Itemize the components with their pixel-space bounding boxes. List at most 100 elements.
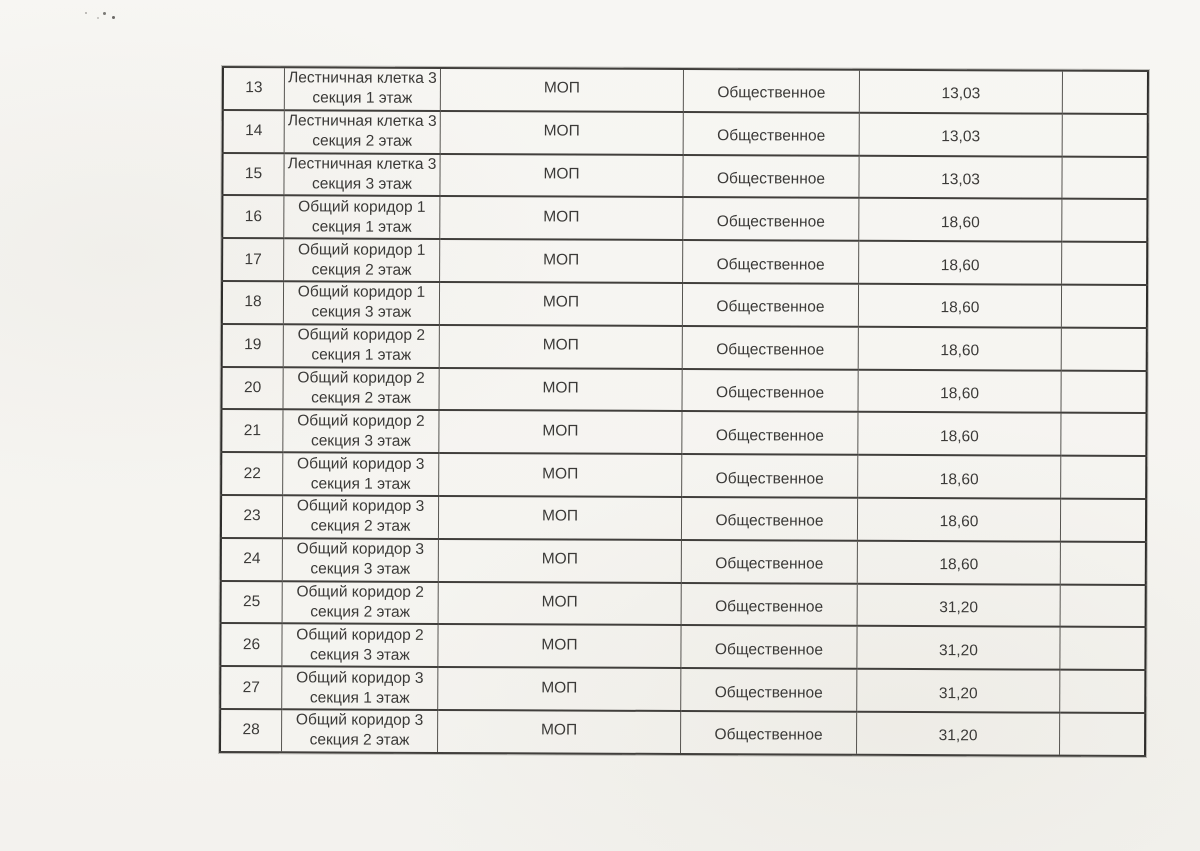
- dust-speck: [97, 17, 99, 19]
- usage-category: Общественное: [716, 255, 825, 274]
- note-cell: [1061, 199, 1148, 243]
- area-value-cell: 13,03: [859, 69, 1063, 114]
- area-value: 31,20: [938, 727, 978, 745]
- premises-location: секция 1 этаж: [312, 89, 413, 108]
- table-row: 22 Общий коридор 3 секция 1 этаж МОП Общ…: [221, 452, 1147, 500]
- usage-category: Общественное: [715, 469, 824, 488]
- premises-name-cell: Общий коридор 2 секция 2 этаж: [282, 580, 439, 625]
- table-row: 26 Общий коридор 2 секция 3 этаж МОП Общ…: [220, 623, 1146, 671]
- area-value: 18,60: [940, 213, 980, 232]
- area-value: 18,60: [939, 427, 979, 446]
- note-cell: [1060, 498, 1147, 542]
- row-number-cell: 15: [222, 152, 285, 196]
- premises-type: МОП: [543, 79, 580, 97]
- row-number-cell: 14: [222, 109, 285, 153]
- premises-type: МОП: [541, 550, 578, 568]
- premises-location: секция 2 этаж: [310, 517, 411, 536]
- area-value: 31,20: [938, 684, 978, 702]
- premises-name-cell: Лестничная клетка 3 секция 3 этаж: [283, 152, 441, 197]
- premises-type: МОП: [543, 250, 580, 269]
- area-value: 18,60: [940, 299, 980, 317]
- premises-type: МОП: [541, 678, 578, 697]
- premises-type-cell: МОП: [440, 110, 684, 155]
- usage-category-cell: Общественное: [683, 69, 860, 113]
- premises-type-cell: МОП: [438, 453, 682, 497]
- premises-areas-table-body: 13 Лестничная клетка 3 секция 1 этаж МОП…: [220, 67, 1148, 756]
- note-cell: [1062, 113, 1148, 157]
- premises-location: секция 3 этаж: [309, 646, 410, 664]
- note-cell: [1061, 156, 1148, 200]
- premises-name-cell: Общий коридор 3 секция 1 этаж: [282, 452, 439, 496]
- area-value-cell: 18,60: [857, 369, 1062, 414]
- premises-name-cell: Общий коридор 1 секция 3 этаж: [283, 281, 440, 325]
- row-number-cell: 20: [221, 366, 284, 410]
- premises-name-cell: Общий коридор 1 секция 1 этаж: [283, 195, 440, 240]
- premises-type-cell: МОП: [438, 367, 683, 412]
- premises-type-cell: МОП: [437, 667, 681, 711]
- premises-type-cell: МОП: [438, 538, 682, 583]
- premises-type-cell: МОП: [439, 196, 683, 241]
- premises-name-cell: Общий коридор 2 секция 3 этаж: [282, 409, 439, 454]
- usage-category: Общественное: [716, 341, 825, 359]
- usage-category-cell: Общественное: [681, 454, 858, 498]
- premises-type: МОП: [542, 464, 579, 483]
- premises-name: Общий коридор 1: [297, 283, 426, 302]
- premises-location: секция 2 этаж: [311, 260, 412, 279]
- note-cell: [1062, 70, 1148, 114]
- premises-location: секция 3 этаж: [312, 175, 412, 193]
- area-value: 31,20: [939, 599, 979, 617]
- table-row: 16 Общий коридор 1 секция 1 этаж МОП Общ…: [222, 195, 1148, 243]
- area-value-cell: 31,20: [856, 668, 1060, 713]
- premises-name: Общий коридор 3: [296, 497, 425, 516]
- area-value-cell: 31,20: [856, 626, 1061, 670]
- premises-name-cell: Лестничная клетка 3 секция 2 этаж: [284, 110, 441, 154]
- table-row: 14 Лестничная клетка 3 секция 2 этаж МОП…: [222, 109, 1148, 157]
- area-value: 13,03: [941, 128, 981, 146]
- premises-name-cell: Общий коридор 3 секция 3 этаж: [282, 538, 439, 582]
- premises-name-cell: Общий коридор 2 секция 3 этаж: [281, 623, 439, 668]
- premises-name-cell: Общий коридор 3 секция 2 этаж: [281, 709, 438, 753]
- premises-name: Общий коридор 2: [297, 326, 426, 345]
- premises-name-cell: Общий коридор 2 секция 1 этаж: [283, 324, 440, 368]
- premises-name: Общий коридор 3: [297, 454, 425, 473]
- usage-category: Общественное: [717, 127, 826, 145]
- premises-type: МОП: [541, 593, 578, 611]
- premises-type-cell: МОП: [439, 324, 683, 369]
- area-value-cell: 18,60: [857, 454, 1061, 499]
- premises-name: Общий коридор 2: [296, 626, 424, 644]
- usage-category: Общественное: [714, 683, 823, 702]
- area-value: 18,60: [940, 385, 980, 403]
- table-row: 21 Общий коридор 2 секция 3 этаж МОП Общ…: [221, 409, 1147, 457]
- row-number-cell: 23: [220, 494, 283, 539]
- usage-category: Общественное: [717, 84, 826, 103]
- note-cell: [1060, 455, 1147, 500]
- premises-type-cell: МОП: [439, 239, 683, 283]
- note-cell: [1060, 541, 1146, 585]
- area-value-cell: 18,60: [857, 497, 1061, 542]
- table-row: 13 Лестничная клетка 3 секция 1 этаж МОП…: [222, 67, 1148, 114]
- premises-name: Общий коридор 3: [296, 540, 425, 559]
- note-cell: [1059, 627, 1146, 671]
- usage-category-cell: Общественное: [682, 282, 859, 327]
- premises-type-cell: МОП: [438, 410, 682, 455]
- premises-type: МОП: [541, 721, 578, 739]
- usage-category-cell: Общественное: [682, 325, 859, 370]
- area-value-cell: 18,60: [857, 540, 1061, 585]
- usage-category-cell: Общественное: [680, 668, 857, 712]
- row-number-cell: 19: [221, 323, 284, 367]
- premises-type: МОП: [543, 208, 580, 226]
- premises-type-cell: МОП: [438, 581, 682, 626]
- premises-type: МОП: [541, 507, 579, 525]
- premises-type-cell: МОП: [438, 495, 682, 540]
- premises-location: секция 2 этаж: [309, 731, 410, 750]
- premises-type: МОП: [543, 122, 580, 140]
- usage-category: Общественное: [716, 170, 826, 188]
- area-value-cell: 13,03: [859, 112, 1063, 157]
- area-value-cell: 18,60: [858, 326, 1062, 371]
- note-cell: [1061, 241, 1148, 286]
- premises-name: Общий коридор 2: [297, 412, 425, 430]
- premises-name: Общий коридор 2: [297, 369, 425, 387]
- table-row: 20 Общий коридор 2 секция 2 этаж МОП Общ…: [221, 366, 1147, 414]
- premises-type: МОП: [543, 165, 580, 183]
